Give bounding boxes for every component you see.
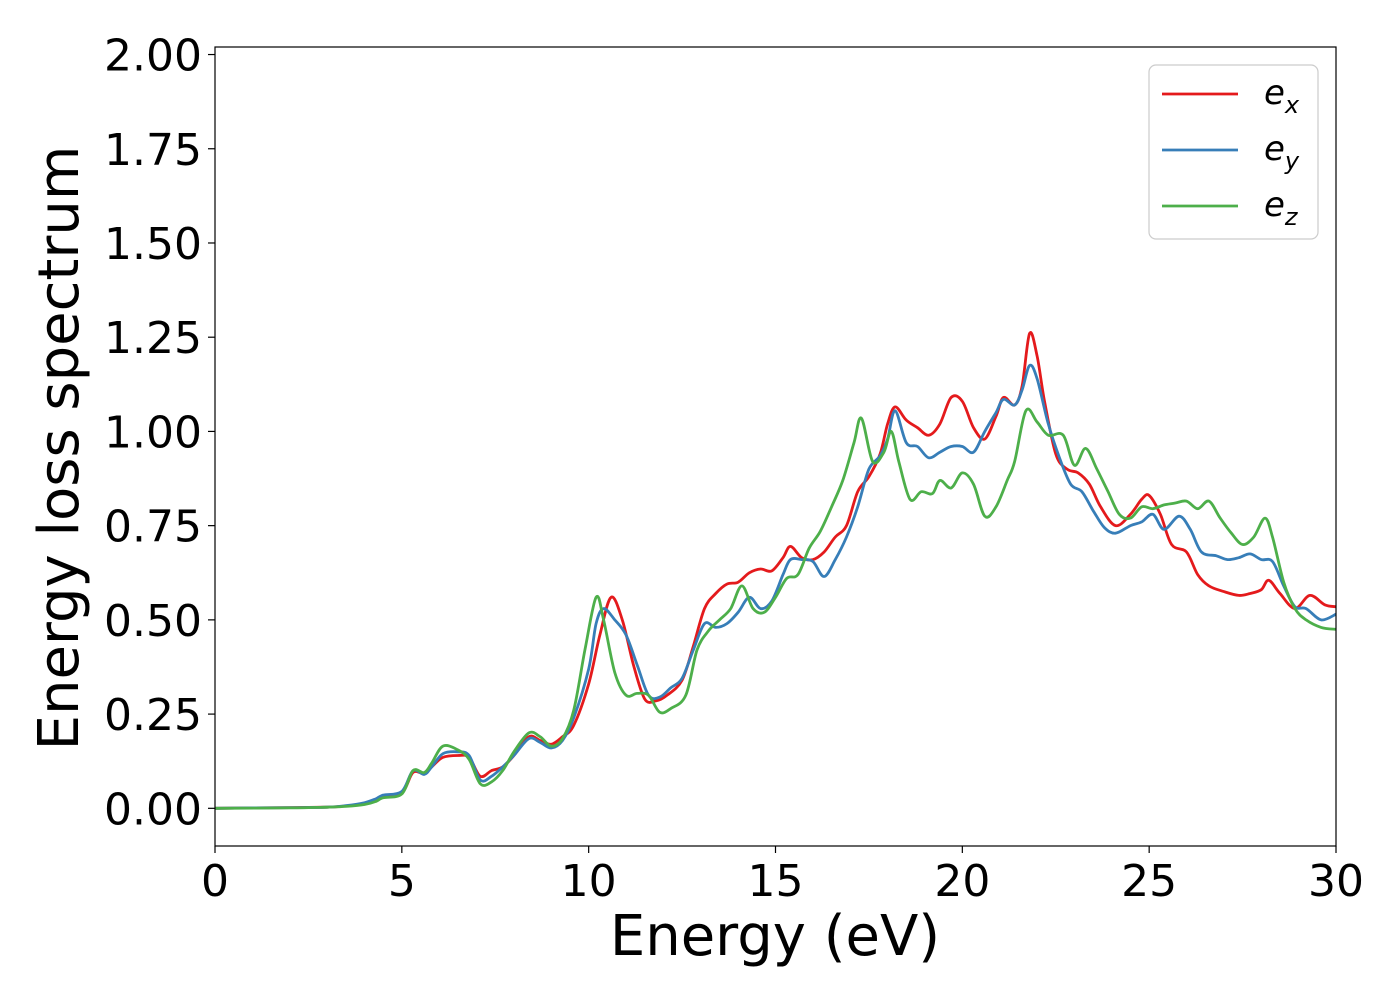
legend-label-ez: ez [1264, 185, 1299, 231]
x-tick-label: 0 [201, 856, 229, 907]
x-axis: 0 5 10 15 20 25 30 [201, 846, 1364, 907]
y-tick-label: 1.00 [104, 407, 202, 458]
y-tick-label: 0.00 [104, 784, 202, 835]
x-tick-label: 10 [561, 856, 617, 907]
x-tick-label: 30 [1308, 856, 1364, 907]
x-tick-label: 5 [388, 856, 416, 907]
y-tick-label: 1.50 [104, 219, 202, 270]
y-tick-label: 1.75 [104, 125, 202, 176]
series-line-ez [214, 407, 1337, 810]
legend-label-ey: ey [1264, 129, 1300, 175]
series-line-ey [214, 363, 1337, 810]
y-axis-label: Energy loss spectrum [27, 146, 92, 751]
y-axis: 0.00 0.25 0.50 0.75 1.00 1.25 1.50 1.75 2.00 [104, 31, 215, 835]
plot-lines [214, 331, 1337, 810]
x-axis-label: Energy (eV) [610, 904, 940, 969]
legend-box [1148, 64, 1319, 240]
x-tick-label: 25 [1121, 856, 1177, 907]
y-tick-label: 2.00 [104, 31, 202, 82]
y-tick-label: 0.75 [104, 502, 202, 553]
x-tick-label: 20 [934, 856, 990, 907]
series-line-ex [214, 331, 1337, 810]
y-tick-label: 1.25 [104, 313, 202, 364]
legend-label-ex: ex [1264, 73, 1300, 119]
x-tick-label: 15 [748, 856, 804, 907]
legend: ex ey ez [1148, 64, 1319, 240]
y-tick-label: 0.25 [104, 690, 202, 741]
y-tick-label: 0.50 [104, 596, 202, 647]
